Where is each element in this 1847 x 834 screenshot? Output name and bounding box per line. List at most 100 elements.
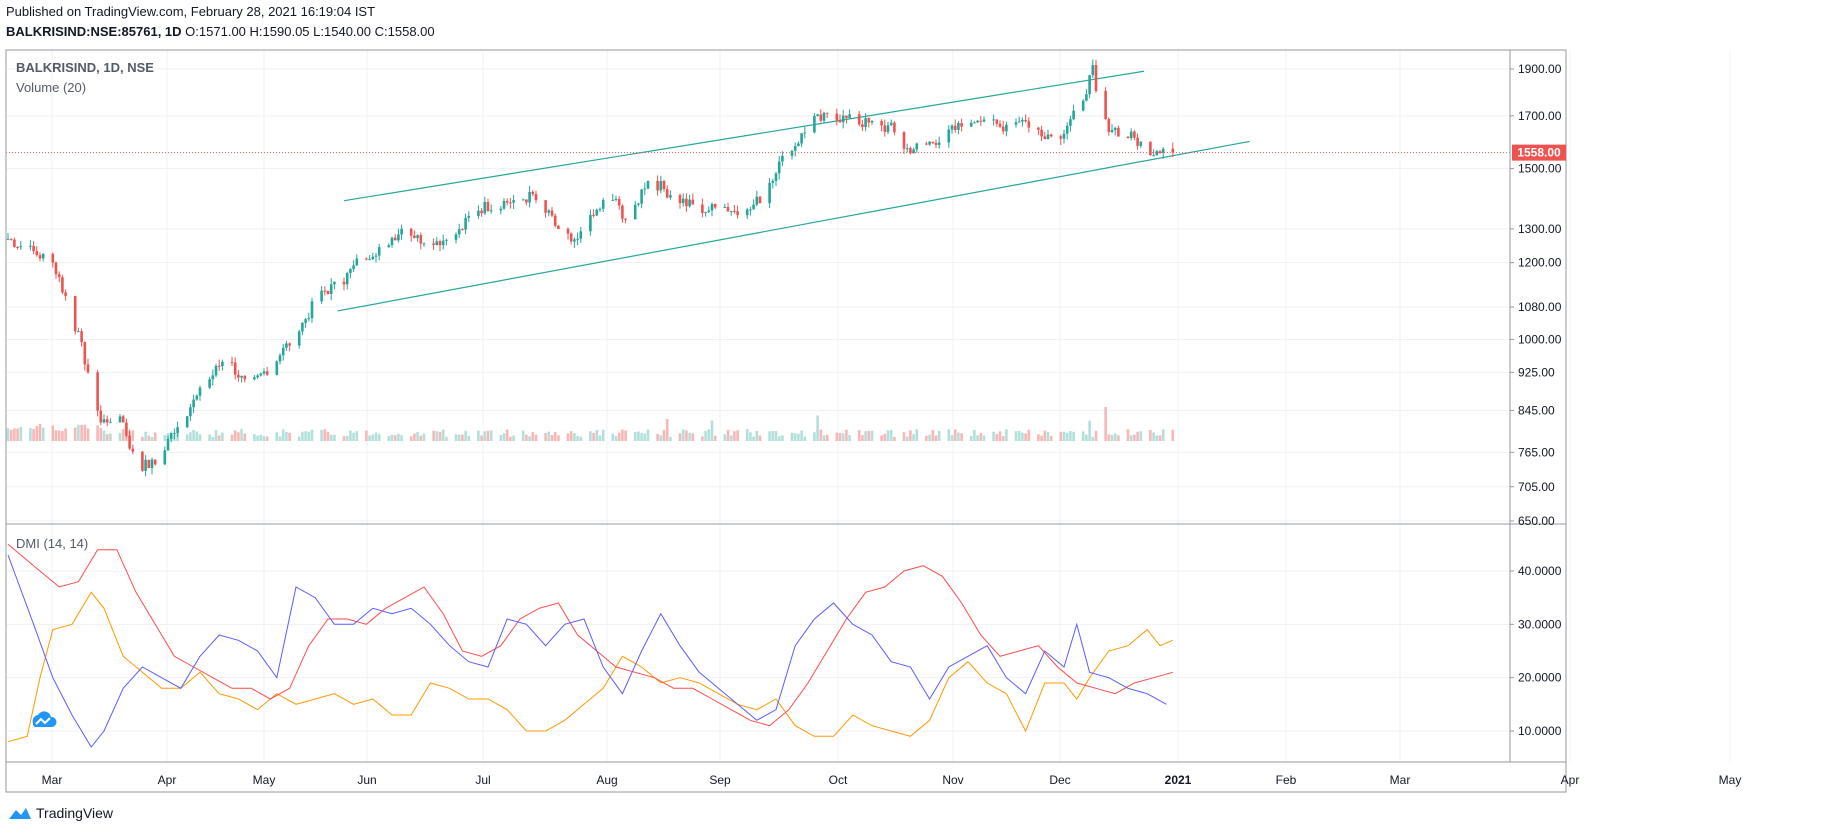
time-tick-label: Apr [1561, 773, 1580, 787]
volume-bar [409, 436, 413, 441]
volume-bar [304, 431, 307, 441]
candle-body [499, 208, 503, 211]
candle-body [35, 251, 39, 256]
volume-bar [861, 435, 864, 441]
time-tick-label: Nov [942, 773, 963, 787]
candle-body [189, 407, 192, 417]
candle-body [637, 203, 640, 205]
candle-body [480, 210, 483, 214]
candle-body [841, 115, 845, 123]
candle-body [825, 112, 829, 114]
volume-bar [454, 434, 458, 441]
volume-bar [864, 431, 867, 441]
candle-body [1110, 130, 1114, 133]
tradingview-footer[interactable]: TradingView [8, 805, 113, 821]
volume-bar [211, 436, 215, 441]
candle-body [51, 253, 55, 263]
volume-bars [6, 407, 1175, 441]
volume-bar [438, 431, 442, 441]
candle-body [579, 231, 583, 239]
candle-body [368, 259, 371, 261]
volume-bar [925, 435, 928, 441]
volume-bar [547, 431, 551, 441]
volume-bar [419, 435, 423, 441]
candle-body [771, 180, 775, 183]
time-tick-label: Aug [596, 773, 617, 787]
volume-bar [685, 430, 688, 441]
channel-lines[interactable] [337, 70, 1250, 312]
volume-bar [285, 431, 288, 441]
candle-body [969, 122, 973, 127]
volume-bar [307, 431, 311, 441]
candle-body [710, 203, 714, 211]
price-tick-label: 845.00 [1518, 403, 1555, 417]
tradingview-cloud-icon[interactable] [32, 711, 57, 727]
candle-body [176, 427, 179, 433]
time-axis-frame [5, 761, 1567, 793]
candle-body [905, 148, 909, 150]
volume-bar [489, 430, 493, 441]
candle-body [685, 198, 688, 207]
volume-bar [457, 434, 461, 441]
candle-body [86, 364, 90, 373]
volume-bar [534, 434, 538, 441]
candle-body [326, 290, 330, 294]
volume-bar [278, 436, 282, 441]
volume-bar [950, 435, 954, 441]
volume-bar [54, 430, 58, 441]
volume-bar [614, 435, 618, 441]
candle-body [656, 180, 659, 191]
candle-body [464, 217, 467, 230]
volume-bar [589, 431, 592, 441]
volume-bar [1107, 434, 1111, 441]
candle-body [701, 204, 704, 213]
volume-bar [86, 428, 90, 441]
candle-body [611, 199, 615, 201]
candle-body [320, 290, 323, 302]
volume-bar [153, 432, 157, 441]
candle-body [726, 207, 730, 212]
volume-bar [195, 431, 199, 441]
candle-body [595, 209, 599, 216]
volume-bar [931, 430, 935, 441]
volume-bar [525, 434, 528, 441]
volume-bar [819, 429, 823, 441]
candlesticks [6, 59, 1510, 477]
candle-body [755, 196, 759, 205]
volume-bar [502, 433, 506, 441]
volume-bar [275, 432, 279, 441]
volume-bar [371, 434, 375, 441]
volume-bar [937, 430, 941, 441]
candle-body [678, 195, 682, 204]
time-tick-label: Jun [357, 773, 376, 787]
candle-body [1158, 151, 1162, 153]
candle-body [934, 142, 938, 145]
candle-body [601, 199, 605, 209]
volume-bar [38, 424, 42, 441]
candle-body [643, 188, 647, 190]
volume-bar [259, 434, 263, 441]
volume-bar [208, 434, 211, 441]
volume-bar [915, 429, 919, 441]
volume-bar [886, 430, 890, 441]
price-tick-label: 765.00 [1518, 445, 1555, 459]
time-tick-label: Feb [1276, 773, 1297, 787]
volume-bar [243, 433, 247, 441]
volume-bar [6, 428, 10, 441]
candle-body [1037, 127, 1040, 130]
volume-bar [883, 433, 887, 441]
candle-body [422, 243, 426, 245]
candle-body [243, 375, 247, 380]
candle-body [624, 218, 627, 220]
candle-body [131, 448, 135, 452]
candle-body [99, 410, 103, 423]
volume-bar [297, 436, 301, 441]
candle-body [323, 290, 327, 292]
volume-bar [477, 430, 480, 441]
candle-body [902, 132, 906, 149]
volume-bar [553, 432, 557, 441]
volume-bar [953, 429, 957, 441]
candle-body [614, 198, 618, 200]
volume-bar [1136, 431, 1139, 441]
